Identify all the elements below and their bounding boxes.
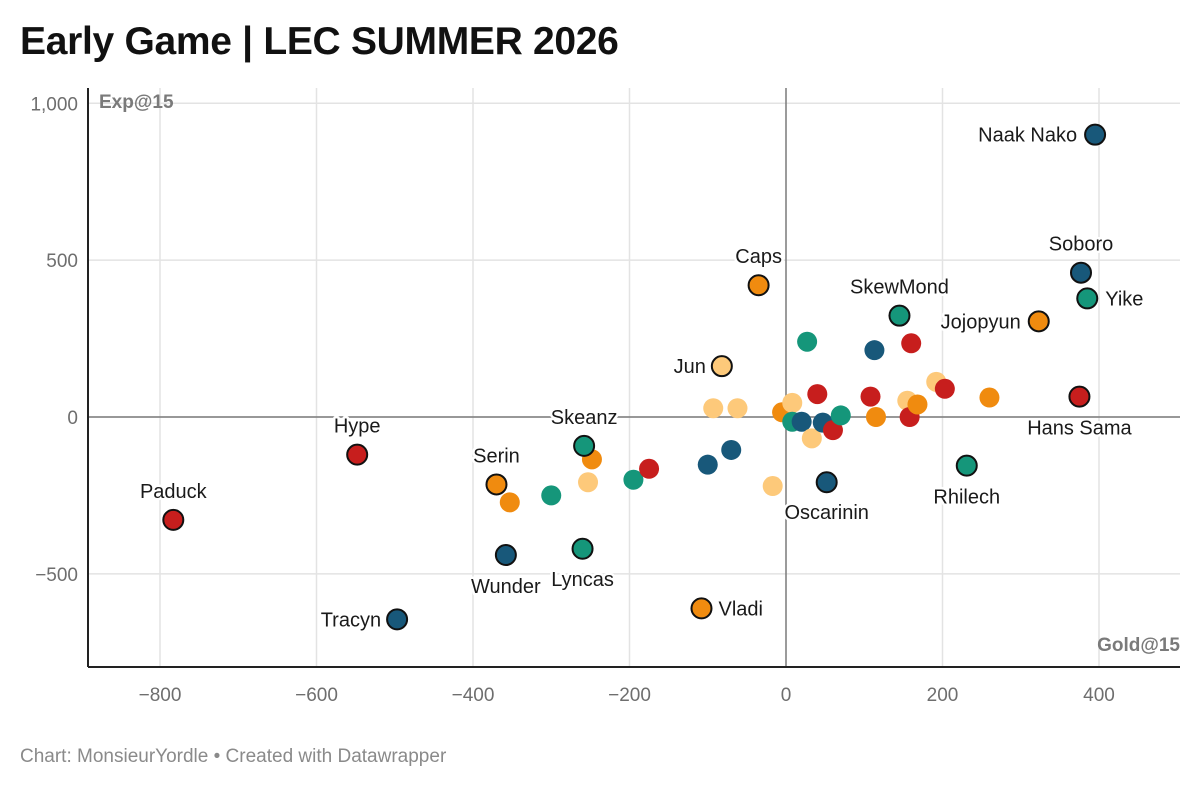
point-label-halo: Jojopyun: [941, 311, 1021, 333]
point-label: Skeanz: [551, 407, 618, 429]
y-axis-title: Exp@15: [99, 92, 174, 113]
point-label-halo: Hype: [334, 416, 381, 438]
point-label: Jojopyun: [941, 311, 1021, 333]
highlighted-point: [815, 471, 838, 494]
highlighted-point: [1084, 123, 1107, 146]
point-label-halo: Wunder: [471, 576, 541, 598]
data-point: [499, 492, 520, 513]
y-tick-label: 500: [46, 251, 78, 272]
highlighted-point: [1076, 287, 1099, 310]
point-label-halo: Tracyn: [321, 609, 381, 631]
x-tick-label: 0: [781, 685, 792, 706]
highlighted-point: [485, 473, 508, 496]
data-point: [703, 398, 724, 419]
highlighted-point: [386, 608, 409, 631]
point-label: Yike: [1105, 288, 1143, 310]
data-point: [864, 340, 885, 361]
highlighted-point: [710, 355, 733, 378]
point-label-halo: Caps: [735, 246, 782, 268]
point-label-halo: Serin: [473, 445, 520, 467]
highlighted-point: [1068, 385, 1091, 408]
data-point: [762, 476, 783, 497]
highlighted-point: [494, 544, 517, 567]
highlighted-point: [162, 508, 185, 531]
x-tick-label: −400: [452, 685, 495, 706]
data-point: [807, 384, 828, 405]
highlighted-point: [571, 537, 594, 560]
point-label: Hans Sama: [1027, 418, 1132, 440]
point-label-halo: Soboro: [1049, 234, 1114, 256]
data-points: [162, 123, 1107, 631]
data-point: [541, 485, 562, 506]
axes: [87, 88, 1180, 668]
data-point: [801, 428, 822, 449]
x-tick-label: 200: [927, 685, 959, 706]
data-point: [934, 378, 955, 399]
x-tick-label: −200: [608, 685, 651, 706]
point-label: Caps: [735, 246, 782, 268]
highlighted-point: [747, 274, 770, 297]
point-label-halo: Skeanz: [551, 407, 618, 429]
point-label-halo: Rhilech: [933, 487, 1000, 509]
point-label: Tracyn: [321, 609, 381, 631]
y-tick-label: 1,000: [30, 94, 78, 115]
data-point: [791, 411, 812, 432]
chart-title: Early Game | LEC SUMMER 2026: [20, 20, 619, 63]
data-point: [865, 407, 886, 427]
point-label-halo: Jun: [674, 356, 706, 378]
point-label: Wunder: [471, 576, 541, 598]
highlighted-point: [1070, 261, 1093, 284]
point-label: SkewMond: [850, 277, 949, 299]
point-label: Jun: [674, 356, 706, 378]
point-label-halo: Vladi: [718, 598, 762, 620]
point-label: Oscarinin: [784, 502, 868, 524]
point-label-halo: Paduck: [140, 481, 208, 503]
x-tick-label: 400: [1083, 685, 1115, 706]
data-point: [623, 469, 644, 490]
x-axis-title: Gold@15: [1097, 635, 1180, 656]
y-tick-label: 0: [67, 408, 78, 429]
point-label: Rhilech: [933, 487, 1000, 509]
highlighted-point: [346, 443, 369, 466]
point-label: Lyncas: [551, 569, 614, 591]
point-label: Serin: [473, 445, 520, 467]
data-point: [797, 331, 818, 352]
point-label-halo: Oscarinin: [784, 502, 868, 524]
data-point: [907, 394, 928, 415]
data-point: [578, 472, 599, 493]
highlighted-point: [1027, 310, 1050, 333]
highlighted-point: [888, 304, 911, 327]
gridlines: [88, 88, 1180, 667]
data-point: [860, 386, 881, 407]
point-label: Soboro: [1049, 234, 1114, 256]
highlighted-point: [573, 434, 596, 457]
tick-labels: −800 −600 −400 −200 0 200 400 −500 0 500 1,000: [30, 94, 1114, 706]
point-label-halo: Naak Nako: [978, 125, 1077, 147]
highlighted-point: [690, 597, 713, 620]
point-label-halo: Lyncas: [551, 569, 614, 591]
chart-source-credit: Chart: MonsieurYordle • Created with Dat…: [20, 746, 447, 767]
data-point: [721, 439, 742, 460]
point-label: Vladi: [718, 598, 762, 620]
highlighted-point: [955, 454, 978, 477]
data-point: [727, 398, 748, 419]
point-label: Hype: [334, 416, 381, 438]
data-point: [782, 392, 803, 413]
data-point: [901, 333, 922, 354]
x-tick-label: −800: [139, 685, 182, 706]
data-point: [822, 420, 843, 441]
point-label-halo: SkewMond: [850, 277, 949, 299]
data-point: [830, 405, 851, 426]
data-point: [979, 387, 1000, 408]
point-label: Paduck: [140, 481, 208, 503]
x-tick-label: −600: [295, 685, 338, 706]
point-label: Naak Nako: [978, 125, 1077, 147]
data-point: [639, 458, 660, 479]
point-label-halo: Hans Sama: [1027, 418, 1132, 440]
data-point: [697, 454, 718, 475]
point-label-halo: Yike: [1105, 288, 1143, 310]
y-tick-label: −500: [35, 565, 78, 586]
